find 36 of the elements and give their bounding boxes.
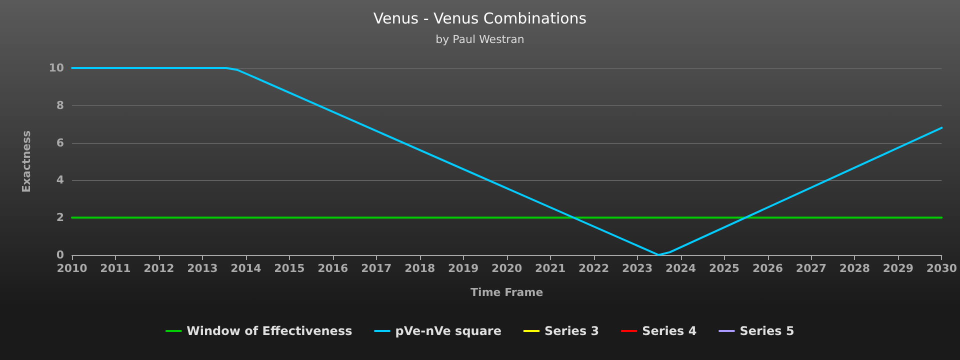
x-tick-label: 2015 xyxy=(274,262,305,275)
y-tick-label: 2 xyxy=(56,211,64,224)
x-tick-label: 2019 xyxy=(448,262,479,275)
x-tick-label: 2018 xyxy=(404,262,436,275)
x-tick-label: 2029 xyxy=(882,262,914,275)
legend-label: Series 5 xyxy=(740,324,794,338)
x-tick-label: 2016 xyxy=(318,262,349,275)
y-tick-label: 8 xyxy=(56,98,64,112)
y-tick-label: 0 xyxy=(56,248,64,262)
x-tick-label: 2021 xyxy=(535,262,566,275)
y-tick-label: 6 xyxy=(56,136,64,150)
x-tick-label: 2030 xyxy=(926,262,958,275)
x-tick-label: 2011 xyxy=(100,262,131,275)
x-tick-label: 2020 xyxy=(492,262,522,275)
legend-label: Series 3 xyxy=(544,324,600,338)
x-tick-label: 2022 xyxy=(578,262,610,275)
legend-label: Series 4 xyxy=(642,324,697,338)
x-tick-label: 2026 xyxy=(752,262,784,275)
x-tick-label: 2012 xyxy=(144,262,174,275)
x-tick-label: 2013 xyxy=(187,262,218,275)
x-tick-label: 2028 xyxy=(839,262,870,275)
y-axis-title: Exactness xyxy=(20,130,33,193)
x-axis-title: Time Frame xyxy=(470,286,544,299)
legend-label: pVe-nVe square xyxy=(395,324,502,338)
x-tick-label: 2017 xyxy=(361,262,392,275)
x-tick-label: 2023 xyxy=(622,262,653,275)
x-tick-label: 2025 xyxy=(708,262,740,275)
chart-subtitle: by Paul Westran xyxy=(436,33,524,46)
y-tick-label: 10 xyxy=(48,62,64,74)
y-tick-label: 4 xyxy=(56,174,64,187)
x-tick-label: 2027 xyxy=(796,262,827,275)
x-tick-label: 2024 xyxy=(665,262,696,275)
x-tick-label: 2014 xyxy=(230,262,262,275)
chart-title: Venus - Venus Combinations xyxy=(373,10,587,28)
legend-label: Window of Effectiveness xyxy=(186,324,352,338)
x-tick-label: 2010 xyxy=(56,262,88,275)
